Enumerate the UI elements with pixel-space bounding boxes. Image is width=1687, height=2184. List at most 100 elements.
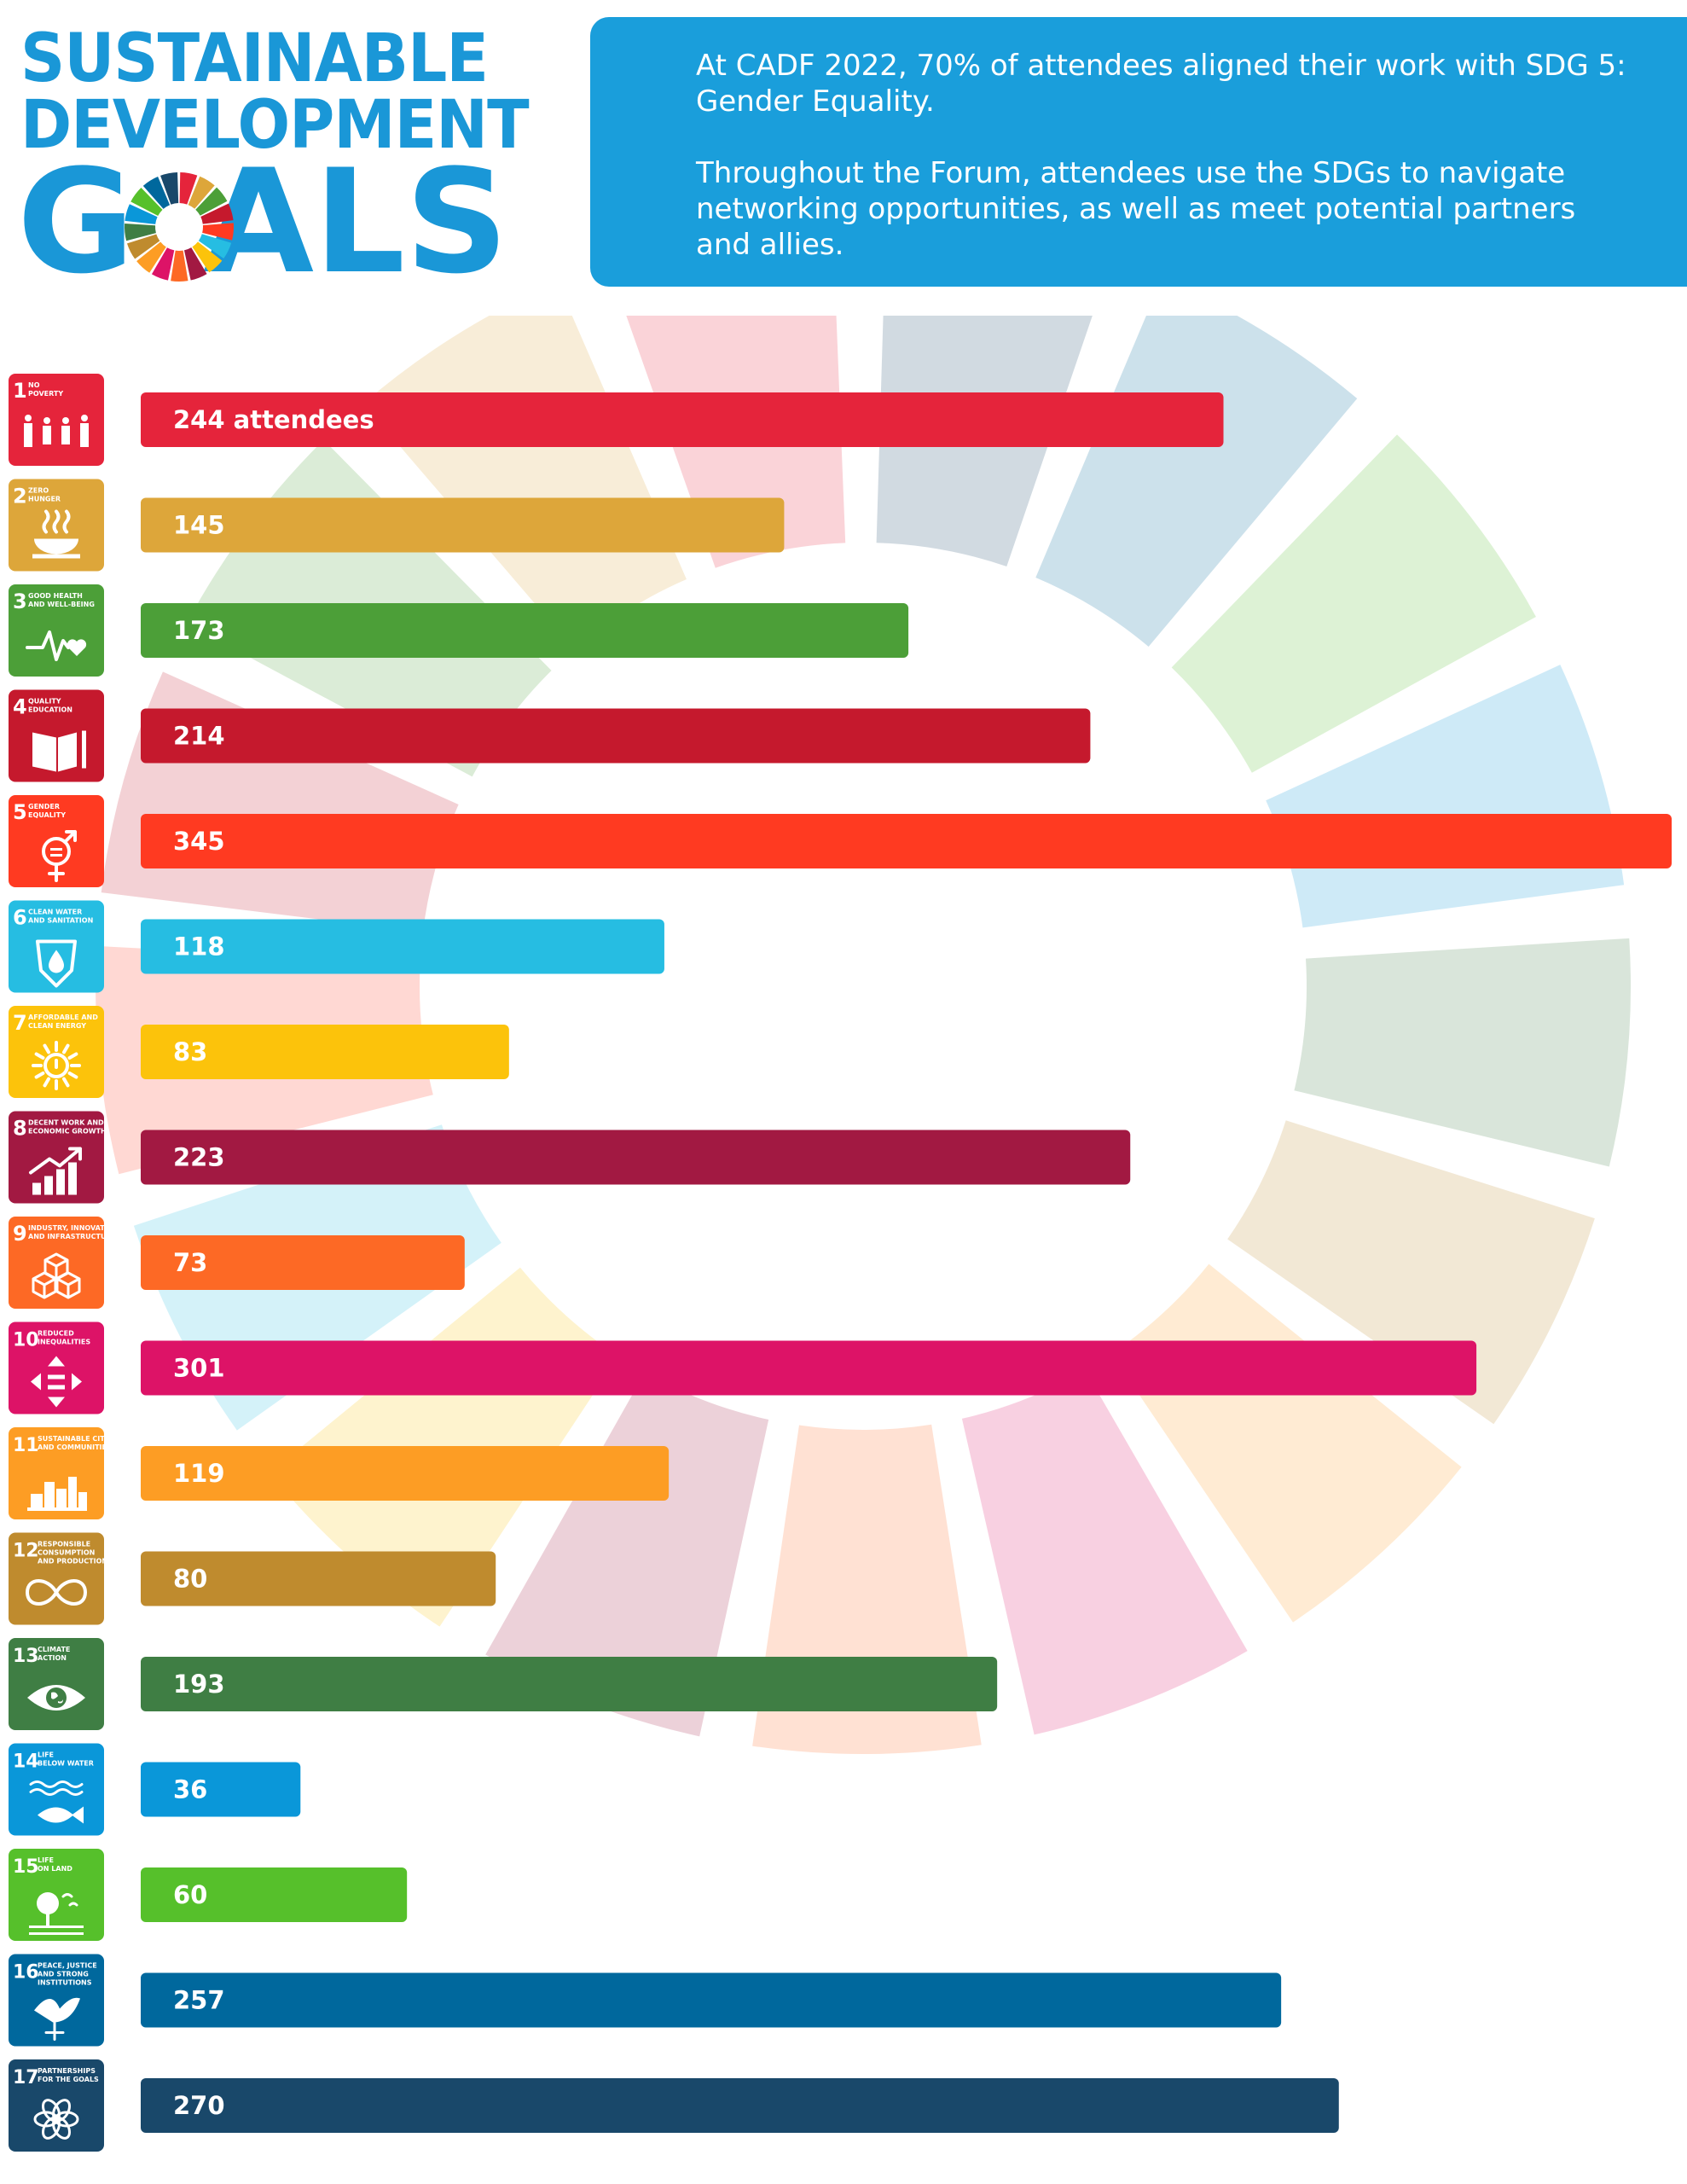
background-wheel-segment bbox=[1294, 938, 1632, 1167]
sdg-tile-name-line: GENDER bbox=[28, 803, 60, 810]
logo-line-sustainable: SUSTAINABLE bbox=[20, 20, 489, 97]
sdg-tile-background bbox=[9, 1849, 104, 1941]
sdg-tile-name-line: AND INFRASTRUCTURE bbox=[28, 1233, 116, 1240]
sdg-tile-name-line: LIFE bbox=[38, 1751, 54, 1759]
sdg-tile-name-line: INDUSTRY, INNOVATION bbox=[28, 1224, 119, 1232]
gender-icon bbox=[42, 830, 77, 882]
growth-chart-icon bbox=[29, 1147, 82, 1195]
bar-value-label: 145 bbox=[173, 511, 225, 540]
water-drop-icon bbox=[36, 939, 77, 988]
family-icon bbox=[24, 415, 89, 447]
bar-sdg-16 bbox=[141, 1972, 1282, 2028]
logo-wheel-segment bbox=[192, 241, 223, 273]
bar-sdg-8 bbox=[141, 1130, 1131, 1185]
sdg-tile-number: 15 bbox=[13, 1856, 39, 1878]
bar-value-label: 119 bbox=[173, 1459, 225, 1488]
bar-value-label: 193 bbox=[173, 1670, 225, 1699]
sdg-tile-number: 2 bbox=[13, 485, 27, 508]
sdg-tile-name-line: QUALITY bbox=[28, 698, 61, 706]
bar-value-label: 345 bbox=[173, 827, 225, 856]
sdg-tile-name-line: FOR THE GOALS bbox=[38, 2076, 99, 2083]
sdg-tile-name-line: CLEAN ENERGY bbox=[28, 1022, 86, 1030]
info-paragraph-1: At CADF 2022, 70% of attendees aligned t… bbox=[696, 49, 1626, 119]
flower-icon bbox=[33, 2099, 79, 2140]
bar-value-label: 60 bbox=[173, 1880, 207, 1909]
logo-wheel-segment bbox=[160, 172, 179, 205]
sdg-tile-name-line: ZERO bbox=[28, 487, 49, 495]
logo-wheel-segment bbox=[200, 203, 234, 224]
logo-letter-g: G bbox=[17, 154, 135, 290]
sdg-tile-name-line: AFFORDABLE AND bbox=[28, 1014, 98, 1021]
bar-value-label: 244 attendees bbox=[173, 405, 374, 434]
background-wheel-segment bbox=[961, 1370, 1248, 1735]
sdg-tile-name-line: PARTNERSHIPS bbox=[38, 2067, 96, 2075]
logo-wheel-segment bbox=[142, 177, 171, 209]
sdg-tile-name-line: CLEAN WATER bbox=[28, 909, 82, 916]
equals-arrows-icon bbox=[31, 1356, 82, 1408]
dove-icon bbox=[34, 1997, 80, 2041]
sdg-tile-name-line: POVERTY bbox=[28, 390, 63, 398]
sdg-tile-name-line: HUNGER bbox=[28, 496, 61, 503]
sdg-tile-name-line: BELOW WATER bbox=[38, 1760, 94, 1768]
bar-value-label: 214 bbox=[173, 722, 225, 751]
city-icon bbox=[27, 1477, 87, 1511]
sdg-tile-number: 9 bbox=[13, 1222, 27, 1246]
sdg-tile-background bbox=[9, 479, 104, 572]
tree-icon bbox=[29, 1892, 84, 1935]
bar-value-label: 83 bbox=[173, 1037, 207, 1066]
sdg-tile-number: 4 bbox=[13, 695, 27, 719]
book-icon bbox=[32, 730, 86, 772]
cubes-icon bbox=[32, 1252, 81, 1299]
bar-value-label: 36 bbox=[173, 1775, 207, 1804]
sdg-tile-number: 11 bbox=[13, 1435, 39, 1456]
logo-goals-wordmark: G ALS bbox=[17, 154, 508, 290]
logo-wheel-segment bbox=[188, 176, 215, 209]
sdg-tile-number: 7 bbox=[13, 1011, 27, 1035]
sdg-tile-name-line: CLIMATE bbox=[38, 1646, 70, 1653]
bar-sdg-15 bbox=[141, 1867, 408, 1922]
background-wheel-segment bbox=[485, 1372, 769, 1737]
heartbeat-icon bbox=[26, 630, 87, 661]
bar-value-label: 80 bbox=[173, 1565, 207, 1594]
bar-value-label: 257 bbox=[173, 1986, 225, 2015]
logo-letters-als: ALS bbox=[203, 154, 508, 290]
bar-sdg-13 bbox=[141, 1657, 998, 1711]
sdg-tile-background bbox=[9, 1638, 104, 1730]
sdg-tile-name-line: ECONOMIC GROWTH bbox=[28, 1128, 107, 1136]
sdg-tile-number: 6 bbox=[13, 906, 27, 930]
info-paragraph-2: Throughout the Forum, attendees use the … bbox=[696, 156, 1576, 262]
sdg-tile-name-line: AND COMMUNITIES bbox=[38, 1443, 112, 1451]
sdg-tile-number: 14 bbox=[13, 1751, 39, 1773]
sdg-tile-name-line: AND WELL-BEING bbox=[28, 601, 95, 608]
sdg-tile-name-line: NO bbox=[28, 381, 40, 389]
logo-wheel-segment bbox=[151, 247, 175, 281]
bar-value-label: 301 bbox=[173, 1354, 225, 1383]
sdg-tile-background bbox=[9, 1321, 104, 1414]
logo-wheel-segment bbox=[202, 223, 234, 241]
bar-sdg-4 bbox=[141, 708, 1091, 764]
info-callout: At CADF 2022, 70% of attendees aligned t… bbox=[590, 17, 1687, 287]
bar-sdg-5 bbox=[141, 814, 1672, 868]
sdg-tile-name-line: CONSUMPTION bbox=[38, 1549, 95, 1557]
sdg-tile-background bbox=[9, 1111, 104, 1204]
sdg-tile-name-line: AND PRODUCTION bbox=[38, 1558, 107, 1565]
sdg-tile-name-line: AND STRONG bbox=[38, 1971, 89, 1978]
sun-power-icon bbox=[32, 1041, 81, 1090]
sdg-tile-number: 8 bbox=[13, 1117, 27, 1141]
sdg-tile-name-line: RESPONSIBLE bbox=[38, 1541, 90, 1548]
logo-wheel-segment bbox=[136, 241, 166, 273]
bar-sdg-10 bbox=[141, 1340, 1477, 1396]
sdg-tile-name-line: PEACE, JUSTICE bbox=[38, 1962, 97, 1970]
